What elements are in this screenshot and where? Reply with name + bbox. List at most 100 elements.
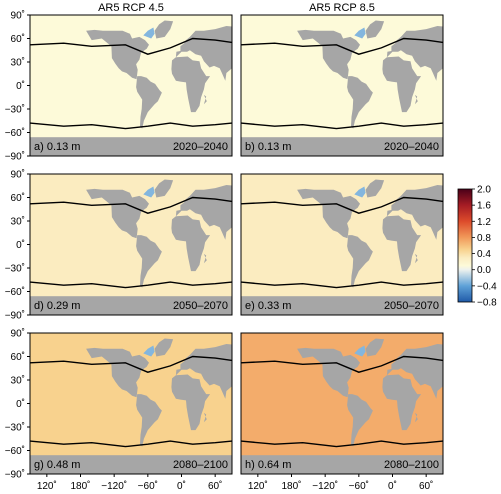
contour-line: [241, 355, 443, 373]
y-tick-label: −90˚: [5, 151, 25, 163]
map-panel-d: 90˚ 60˚ 30˚ 0˚ −30˚ −60˚ −90˚ d) 0.29 m 2050–207…: [5, 169, 241, 322]
contour-line: [241, 196, 443, 214]
land-mass: [86, 29, 149, 80]
map-panel-b: b) 0.13 m 2020–2040: [240, 14, 452, 157]
x-tick-label: 60˚: [208, 480, 222, 492]
land-mass: [446, 405, 452, 408]
land-mass: [203, 94, 207, 105]
land-mass: [297, 347, 360, 398]
land-mass: [235, 405, 241, 408]
map-panel-a: 90˚ 60˚ 30˚ 0˚ −30˚ −60˚ −90˚ a) 0.13 m 2020–204…: [5, 10, 241, 163]
x-tick-label: 120˚: [37, 480, 57, 492]
land-mass: [171, 56, 211, 113]
x-tick-label: 180˚: [70, 480, 90, 492]
land-mass: [347, 394, 373, 447]
y-tick-label: −60˚: [5, 445, 25, 457]
land-mass: [365, 338, 385, 357]
map-panel-e: e) 0.33 m 2050–2070: [240, 173, 452, 316]
colorbar-tick-label: 0.8: [477, 233, 491, 244]
contour-line: [241, 122, 443, 130]
y-tick-label: 30˚: [11, 216, 25, 228]
panel-label: b) 0.13 m: [245, 141, 291, 153]
land-mass: [235, 246, 241, 249]
land-mass: [203, 253, 207, 264]
y-tick-label: −60˚: [5, 286, 25, 298]
panel-label: g) 0.48 m: [34, 459, 80, 471]
contour-line: [241, 281, 443, 289]
land-mass: [382, 374, 422, 431]
land-mass: [446, 411, 467, 433]
x-tick-label: 0˚: [388, 480, 397, 492]
colorbar-tick-label: 1.2: [477, 217, 491, 228]
land-mass: [226, 52, 230, 61]
panel-period: 2020–2040: [173, 141, 228, 153]
map-panel-h: 120˚ 180˚ −120˚ −60˚ 0˚ 60˚ h) 0.64 m 2080–2100: [240, 332, 467, 492]
land-mass: [171, 215, 211, 272]
land-mass: [297, 29, 360, 80]
land-antarctica: [30, 137, 232, 156]
panel-period: 2080–2100: [384, 459, 439, 471]
x-tick-label: 120˚: [248, 480, 268, 492]
panel-period: 2050–2070: [384, 300, 439, 312]
land-mass: [437, 211, 441, 220]
x-tick-label: 60˚: [419, 480, 433, 492]
land-antarctica: [30, 296, 232, 315]
y-tick-label: −60˚: [5, 127, 25, 139]
panel-period: 2020–2040: [384, 141, 439, 153]
land-mass: [437, 52, 441, 61]
land-mass: [414, 253, 418, 264]
negative-anomaly-region: [354, 27, 366, 39]
y-tick-label: 0˚: [16, 398, 25, 410]
land-mass: [347, 235, 373, 288]
land-mass: [446, 87, 452, 90]
land-mass: [365, 20, 385, 39]
land-mass: [347, 76, 373, 129]
land-mass: [382, 215, 422, 272]
negative-anomaly-region: [143, 27, 155, 39]
x-tick-label: −120˚: [101, 480, 127, 492]
y-tick-label: −30˚: [5, 104, 25, 116]
land-mass: [171, 374, 211, 431]
land-mass: [365, 179, 385, 198]
x-tick-label: 180˚: [281, 480, 301, 492]
y-tick-label: 90˚: [11, 328, 25, 340]
land-mass: [86, 188, 149, 239]
y-tick-label: 90˚: [11, 169, 25, 181]
land-antarctica: [241, 296, 443, 315]
colorbar-tick-label: −0.8: [477, 298, 497, 309]
land-mass: [414, 94, 418, 105]
contour-line: [30, 196, 232, 214]
land-mass: [235, 87, 241, 90]
colorbar-tick-label: 1.6: [477, 201, 491, 212]
land-mass: [203, 412, 207, 423]
x-tick-label: 0˚: [177, 480, 186, 492]
panel-label: e) 0.33 m: [245, 300, 291, 312]
y-tick-label: 0˚: [16, 80, 25, 92]
y-tick-label: 90˚: [11, 10, 25, 22]
colorbar-tick-label: 0.0: [477, 265, 491, 276]
y-tick-label: −90˚: [5, 469, 25, 481]
y-tick-label: −90˚: [5, 310, 25, 322]
y-tick-label: 60˚: [11, 351, 25, 363]
panel-frame: [240, 14, 444, 157]
land-mass: [226, 211, 230, 220]
y-tick-label: 0˚: [16, 239, 25, 251]
x-tick-label: −120˚: [312, 480, 338, 492]
land-mass: [226, 370, 230, 379]
panel-frame: [240, 173, 444, 316]
panel-label: a) 0.13 m: [34, 141, 80, 153]
colorbar-ramp: [457, 188, 473, 303]
y-tick-label: −30˚: [5, 422, 25, 434]
land-mass: [154, 338, 174, 357]
contour-line: [241, 440, 443, 448]
x-tick-label: −60˚: [349, 480, 369, 492]
negative-anomaly-region: [143, 345, 155, 357]
contour-line: [30, 440, 232, 448]
land-mass: [446, 246, 452, 249]
y-tick-label: 60˚: [11, 33, 25, 45]
column-title: AR5 RCP 8.5: [309, 2, 375, 14]
panel-period: 2080–2100: [173, 459, 228, 471]
panel-label: d) 0.29 m: [34, 300, 80, 312]
land-mass: [86, 347, 149, 398]
negative-anomaly-region: [143, 186, 155, 198]
